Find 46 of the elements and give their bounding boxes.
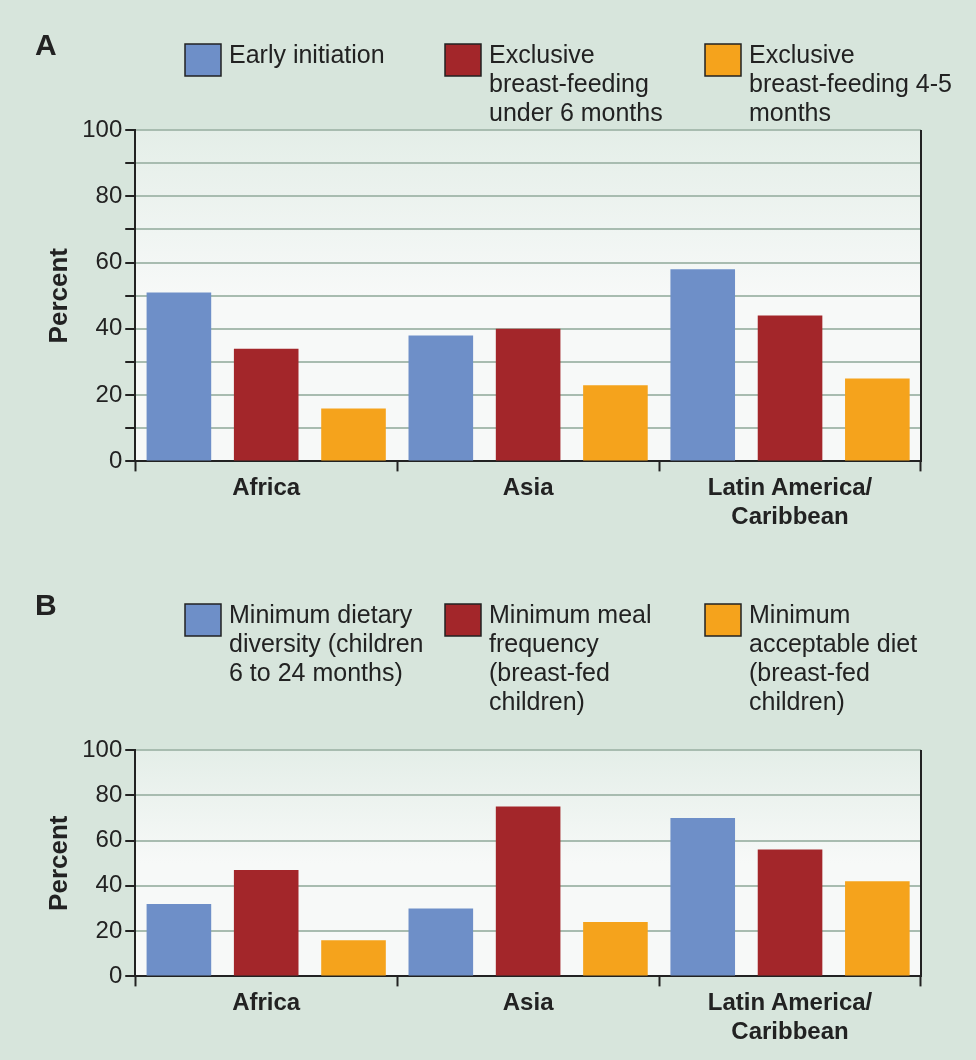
bar — [408, 908, 474, 976]
bar — [845, 881, 910, 976]
y-tick-label: 40 — [95, 313, 123, 341]
y-axis-title: Percent — [42, 815, 73, 911]
x-tick-label: Africa — [232, 988, 301, 1016]
legend-label: Exclusive breast-feeding under 6 months — [489, 40, 663, 127]
y-tick-label: 40 — [95, 870, 123, 898]
bar — [321, 408, 386, 461]
y-tick-label: 0 — [108, 446, 123, 474]
bar — [233, 869, 299, 976]
x-tick-label: Asia — [502, 473, 555, 501]
bar — [757, 315, 823, 461]
bar — [146, 903, 212, 976]
bar — [495, 328, 561, 461]
legend-label: Minimum dietary diversity (children 6 to 24 months) — [229, 600, 424, 687]
bar — [146, 292, 212, 461]
bar — [321, 940, 386, 976]
y-tick-label: 20 — [95, 915, 123, 943]
x-tick-label: Asia — [502, 988, 555, 1016]
y-tick-label: 60 — [95, 247, 123, 275]
y-tick-label: 60 — [95, 825, 123, 853]
bar — [408, 335, 474, 461]
bar — [845, 378, 910, 461]
y-tick-label: 80 — [95, 180, 123, 208]
bar — [233, 348, 299, 461]
y-axis-title: Percent — [42, 247, 73, 344]
bar — [670, 817, 736, 976]
chart-title: A — [35, 28, 57, 62]
y-tick-label: 0 — [108, 961, 123, 989]
bar — [583, 385, 648, 461]
x-tick-label: Africa — [232, 473, 301, 501]
legend-label: Minimum acceptable diet (breast-fed children) — [749, 600, 918, 716]
bar — [757, 849, 823, 976]
y-tick-label: 100 — [82, 114, 123, 142]
y-tick-label: 100 — [82, 734, 123, 762]
x-tick-label: Latin America/Caribbean — [707, 988, 873, 1045]
bar — [495, 806, 561, 976]
chart-title: B — [35, 588, 57, 622]
x-tick-label: Latin America/Caribbean — [707, 473, 873, 530]
legend-label: Minimum meal frequency (breast-fed children) — [489, 600, 652, 716]
bar — [583, 922, 648, 976]
bar — [670, 269, 736, 461]
legend-label: Exclusive breast-feeding 4-5 months — [749, 40, 952, 127]
y-tick-label: 20 — [95, 379, 123, 407]
y-tick-label: 80 — [95, 779, 123, 807]
legend-label: Early initiation — [229, 40, 385, 69]
